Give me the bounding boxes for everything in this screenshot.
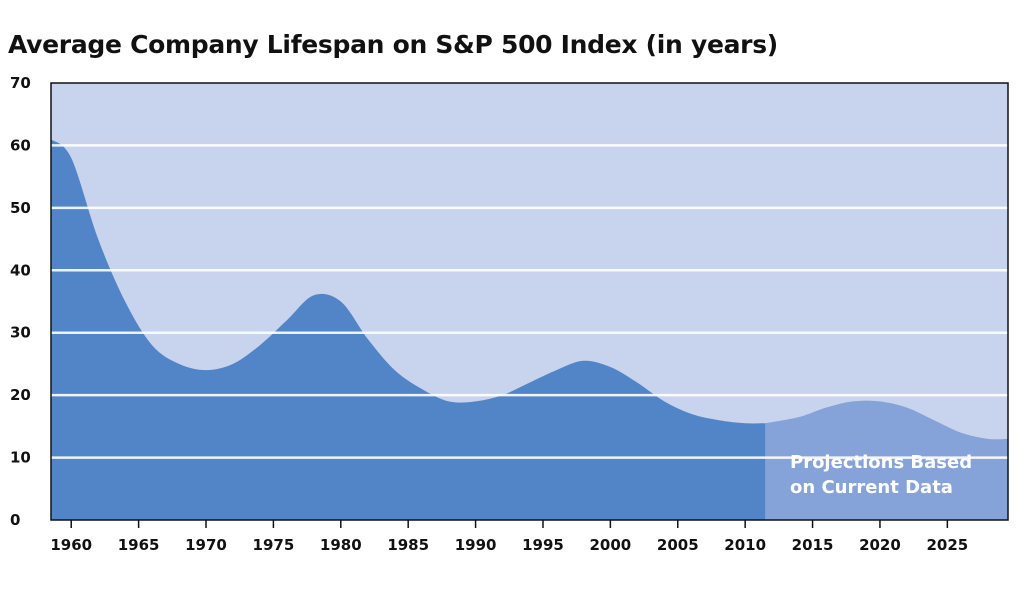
y-tick-label: 50 — [10, 199, 31, 217]
x-tick-label: 1965 — [118, 536, 160, 554]
x-tick-label: 1970 — [185, 536, 227, 554]
y-tick-label: 0 — [10, 511, 20, 529]
y-tick-label: 30 — [10, 324, 31, 342]
x-tick-label: 1975 — [253, 536, 295, 554]
x-tick-label: 2015 — [792, 536, 834, 554]
projection-area — [765, 400, 1008, 520]
historical-area — [51, 139, 766, 520]
projection-annotation-line: on Current Data — [790, 477, 953, 498]
x-tick-label: 2025 — [926, 536, 968, 554]
x-tick-label: 2020 — [859, 536, 901, 554]
y-tick-label: 70 — [10, 74, 31, 92]
x-tick-label: 2000 — [589, 536, 631, 554]
x-tick-label: 1985 — [387, 536, 429, 554]
x-tick-label: 1980 — [320, 536, 362, 554]
y-tick-label: 20 — [10, 386, 31, 404]
y-tick-label: 60 — [10, 136, 31, 154]
plot-frame — [50, 82, 1009, 521]
x-tick-label: 2010 — [724, 536, 766, 554]
y-tick-label: 40 — [10, 261, 31, 279]
x-tick-label: 1995 — [522, 536, 564, 554]
y-tick-label: 10 — [10, 449, 31, 467]
x-tick-label: 1960 — [50, 536, 92, 554]
chart-title: Average Company Lifespan on S&P 500 Inde… — [8, 30, 778, 59]
x-tick-label: 1990 — [455, 536, 497, 554]
x-tick-label: 2005 — [657, 536, 699, 554]
projection-annotation-line: Projections Based — [790, 452, 972, 473]
